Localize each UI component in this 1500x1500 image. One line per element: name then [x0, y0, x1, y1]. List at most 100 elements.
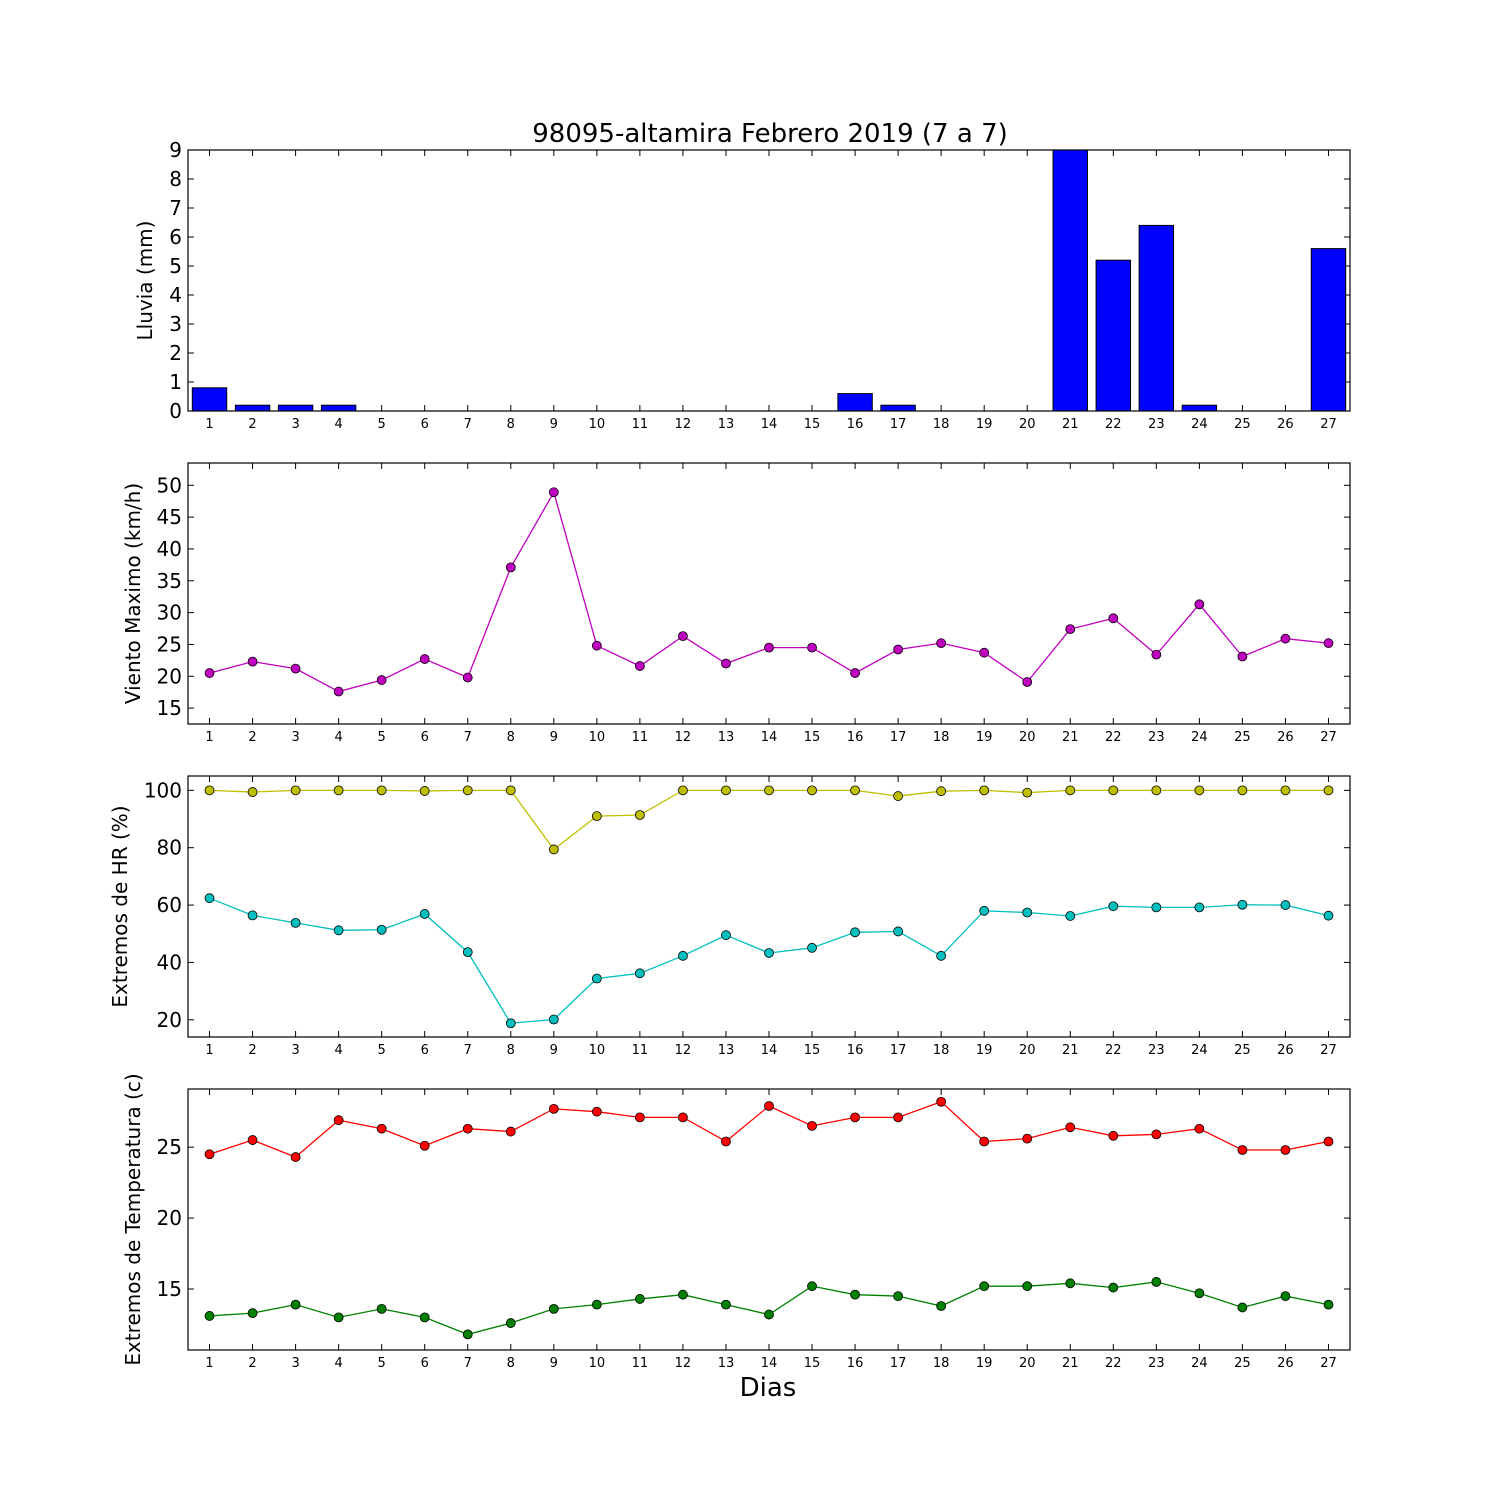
x-tick-label: 6: [421, 730, 429, 745]
data-point: [1065, 1122, 1076, 1133]
x-tick-label: 15: [804, 730, 821, 745]
data-point: [979, 785, 990, 796]
x-tick-label: 15: [804, 1356, 821, 1371]
data-point: [376, 1303, 387, 1314]
data-point: [764, 1309, 774, 1320]
y-tick-label: 80: [157, 836, 182, 860]
y-tick-label: 15: [157, 1277, 182, 1301]
x-tick-label: 19: [976, 1356, 993, 1371]
y-tick-label: 5: [169, 254, 182, 278]
data-point: [721, 658, 731, 669]
y-tick-label: 60: [157, 893, 182, 917]
y-tick-label: 8: [169, 167, 182, 191]
bar: [234, 404, 271, 412]
data-point: [505, 1018, 516, 1029]
data-point: [505, 785, 516, 796]
x-tick-label: 9: [550, 730, 558, 745]
x-tick-label: 8: [507, 730, 515, 745]
data-point: [1280, 1145, 1291, 1155]
x-tick-label: 26: [1277, 1043, 1294, 1058]
data-point: [591, 1299, 602, 1310]
data-point: [247, 910, 258, 921]
data-point: [204, 893, 215, 904]
data-point: [1323, 1299, 1334, 1310]
data-point: [678, 1112, 688, 1123]
x-tick-label: 6: [421, 1043, 429, 1058]
x-tick-label: 27: [1320, 730, 1337, 745]
data-point: [1323, 785, 1334, 796]
x-tick-label: 17: [890, 1043, 907, 1058]
x-tick-label: 18: [933, 1043, 950, 1058]
data-point: [1065, 1278, 1076, 1289]
x-tick-label: 13: [718, 1356, 735, 1371]
x-tick-label: 24: [1191, 1356, 1208, 1371]
data-point: [634, 810, 645, 820]
data-point: [936, 786, 947, 797]
data-point: [807, 642, 817, 653]
data-point: [333, 785, 344, 796]
x-tick-label: 20: [1019, 730, 1036, 745]
data-point: [462, 785, 473, 796]
data-point: [678, 950, 688, 961]
data-point: [764, 1101, 774, 1111]
x-tick-label: 12: [675, 417, 692, 432]
data-point: [1151, 649, 1162, 660]
x-tick-label: 23: [1148, 1356, 1165, 1371]
y-tick-label: 7: [169, 196, 182, 220]
x-tick-label: 7: [464, 417, 472, 432]
y-axis-label: Lluvia (mm): [133, 221, 157, 341]
data-point: [721, 930, 731, 941]
data-point: [247, 656, 258, 667]
data-point: [247, 787, 258, 797]
data-point: [1108, 1130, 1119, 1141]
bar: [1310, 248, 1347, 412]
x-tick-label: 6: [421, 1356, 429, 1371]
data-point: [204, 1149, 215, 1160]
y-tick-label: 20: [157, 1206, 182, 1230]
x-tick-label: 14: [761, 730, 778, 745]
x-tick-label: 25: [1234, 730, 1251, 745]
plot-area: [188, 150, 1350, 411]
data-point: [333, 1312, 344, 1323]
data-point: [634, 1294, 645, 1304]
plot-frame: [187, 1088, 1351, 1351]
x-tick-label: 9: [550, 417, 558, 432]
y-tick-label: 25: [157, 632, 182, 656]
data-point: [1151, 1277, 1162, 1287]
x-tick-label: 1: [205, 1043, 213, 1058]
x-tick-label: 2: [248, 730, 256, 745]
x-tick-label: 21: [1062, 1043, 1079, 1058]
y-tick-label: 45: [157, 505, 182, 529]
x-tick-label: 4: [334, 1356, 342, 1371]
data-point: [979, 647, 990, 658]
data-point: [1022, 1133, 1033, 1144]
x-tick-label: 8: [507, 1356, 515, 1371]
data-point: [591, 811, 602, 822]
y-tick-label: 9: [169, 138, 182, 162]
data-point: [979, 905, 990, 916]
data-point: [850, 1289, 860, 1300]
data-point: [204, 785, 215, 796]
data-point: [1280, 900, 1291, 910]
x-tick-label: 18: [933, 1356, 950, 1371]
data-point: [1280, 785, 1291, 796]
x-tick-label: 24: [1191, 1043, 1208, 1058]
y-tick-label: 35: [157, 569, 182, 593]
x-tick-label: 27: [1320, 417, 1337, 432]
y-tick-label: 1: [169, 370, 182, 394]
x-tick-label: 1: [205, 417, 213, 432]
bar: [191, 387, 228, 412]
data-point: [247, 1308, 258, 1319]
x-tick-label: 15: [804, 417, 821, 432]
data-point: [591, 640, 602, 651]
data-point: [333, 1115, 344, 1126]
data-point: [1108, 1282, 1119, 1293]
bar: [837, 393, 873, 412]
x-tick-label: 7: [464, 1043, 472, 1058]
x-tick-label: 13: [718, 417, 735, 432]
x-tick-label: 3: [291, 1043, 299, 1058]
x-tick-label: 11: [632, 1356, 649, 1371]
data-point: [850, 927, 860, 938]
